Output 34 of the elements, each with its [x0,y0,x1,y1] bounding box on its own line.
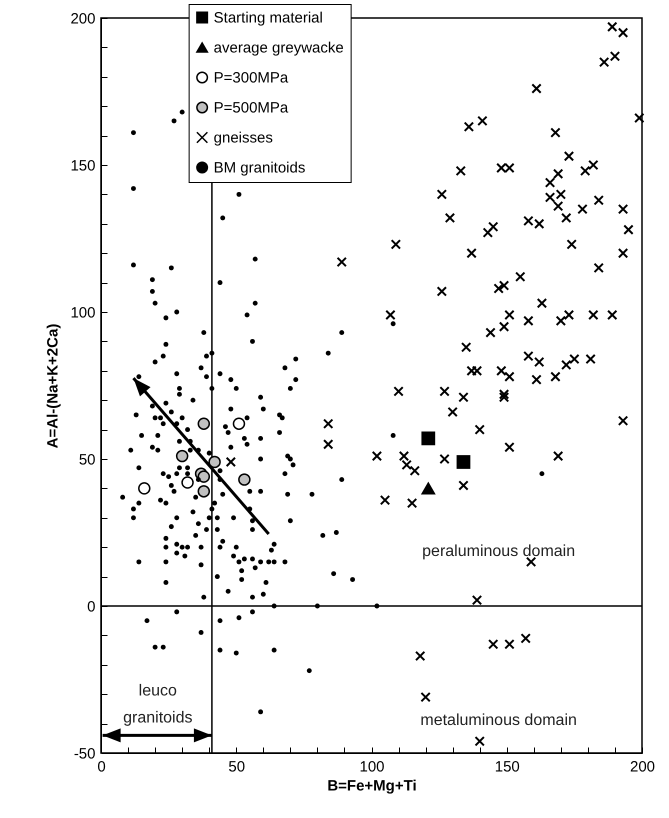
point [456,455,470,469]
point [238,473,251,486]
legend-label: BM granitoids [214,160,306,176]
y-tick-label: 50 [78,452,96,468]
x-tick-label: 0 [97,758,106,776]
legend-label: gneisses [214,130,273,146]
legend-label: Starting material [214,10,323,26]
y-axis-title: A=Al-(Na+K+2Ca) [44,324,62,448]
annotation: leuco granitoids [123,682,192,727]
x-axis-title: B=Fe+Mg+Ti [327,778,417,794]
legend-label: P=300MPa [214,70,289,86]
point [198,418,210,430]
x-tick-label: 200 [630,758,656,776]
point [176,450,188,462]
legend-label: P=500MPa [214,100,289,116]
y-tick-label: -50 [74,746,96,762]
point [181,476,194,489]
x-tick-label: 50 [228,758,246,776]
point [421,482,436,494]
point [198,470,210,483]
x-tick-label: 150 [494,758,520,776]
point [208,456,221,468]
point [421,432,436,446]
y-tick-label: 0 [87,598,96,616]
point [198,485,210,498]
annotation: peraluminous domain [422,542,576,560]
point [232,418,246,430]
y-tick-label: 200 [70,10,96,28]
y-tick-label: 150 [70,158,96,174]
annotation: metaluminous domain [420,712,577,729]
x-tick-label: 100 [359,758,385,776]
y-tick-label: 100 [70,304,96,322]
legend-label: average greywacke [214,40,344,56]
point [138,482,151,495]
